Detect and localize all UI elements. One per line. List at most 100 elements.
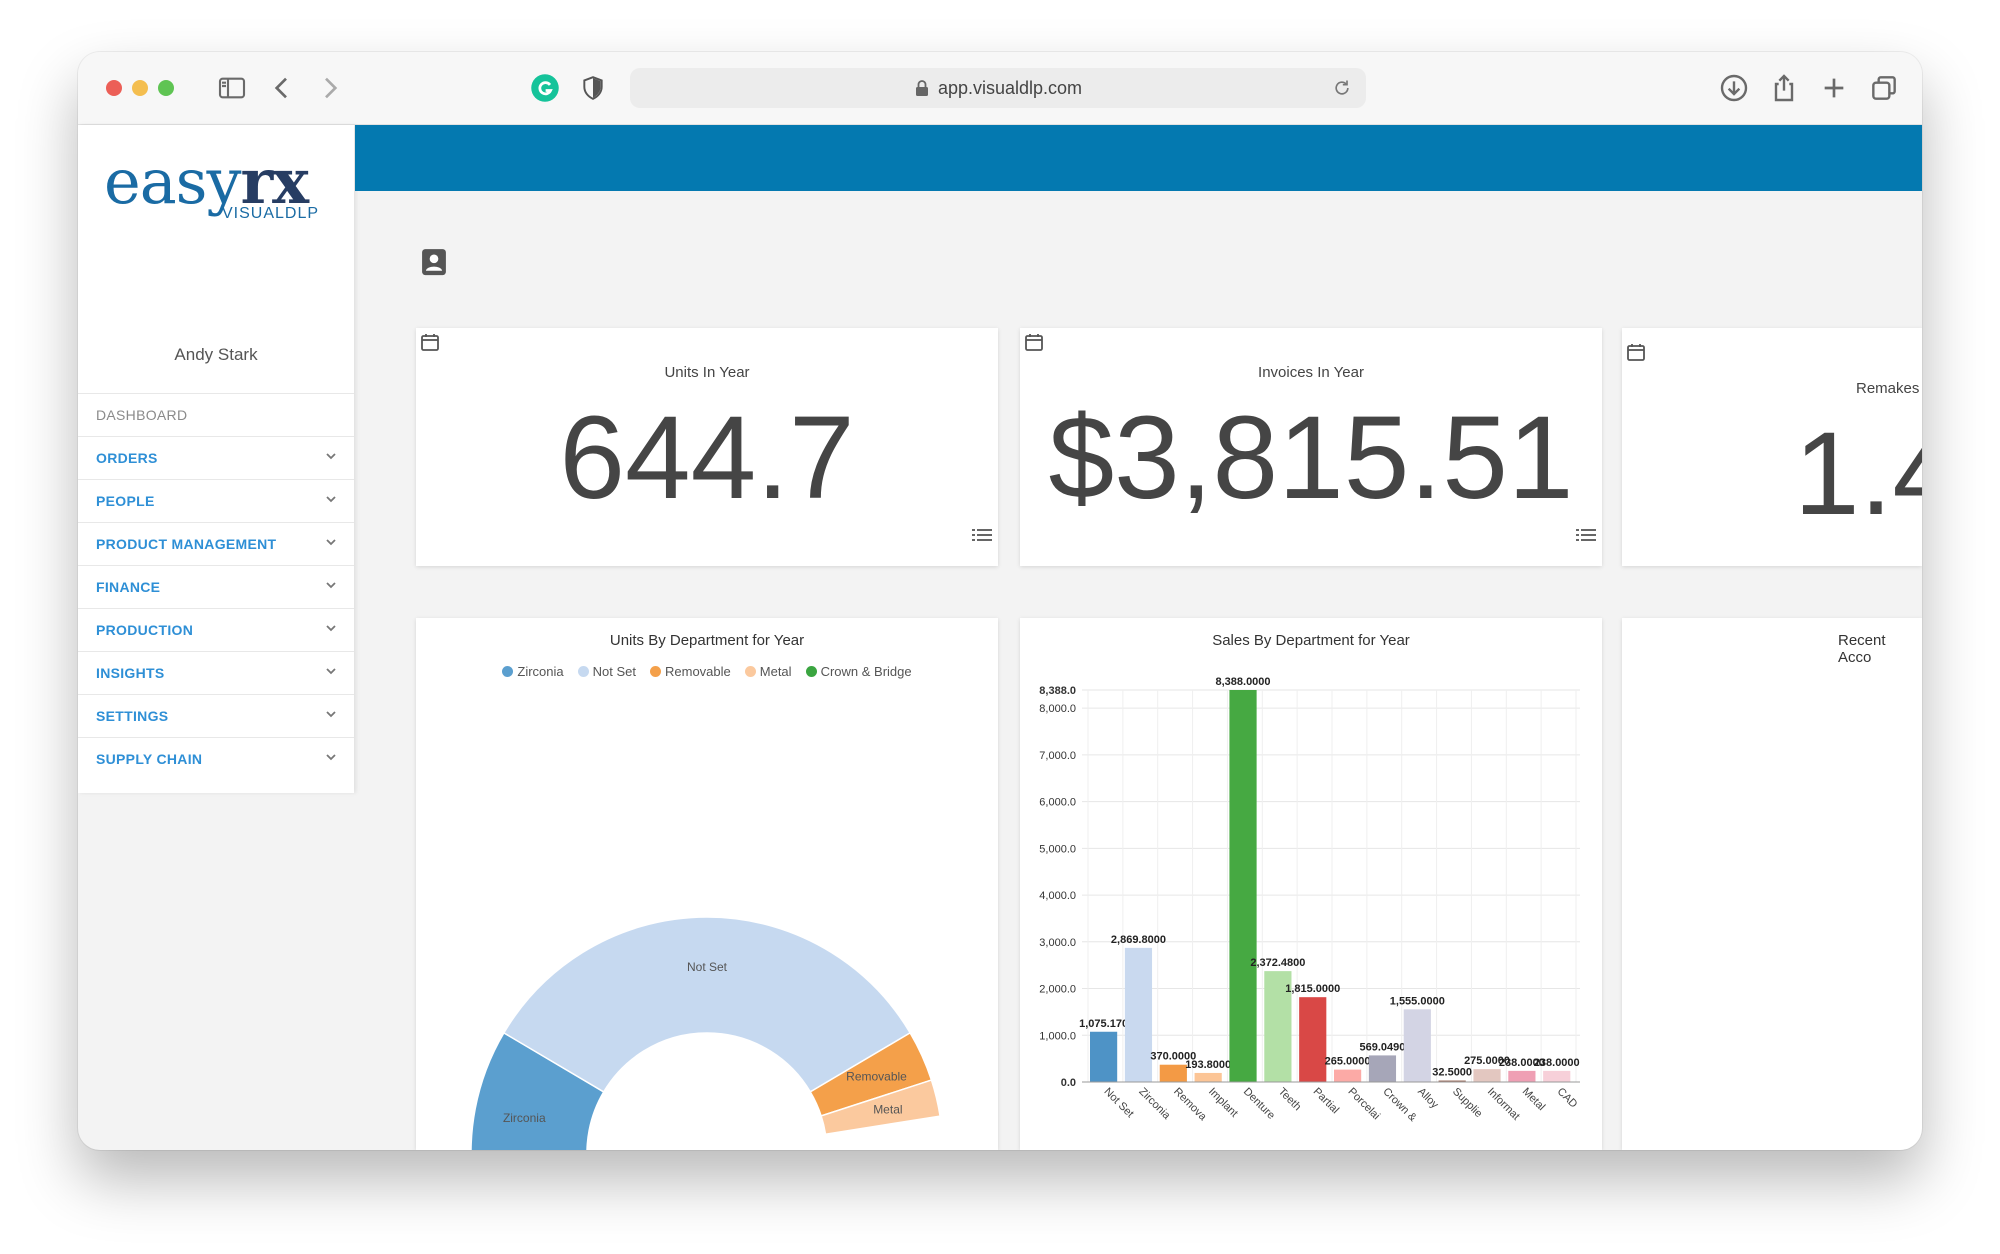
contact-card-icon[interactable] (421, 248, 447, 276)
sidebar-item-label: PRODUCTION (96, 622, 194, 638)
y-tick-label: 7,000.0 (1039, 750, 1076, 762)
bar (1159, 1064, 1187, 1082)
legend-swatch (805, 666, 817, 677)
chart-title: Sales By Department for Year (1212, 632, 1410, 649)
y-tick-label: 3,000.0 (1039, 937, 1076, 949)
tab-overview-icon[interactable] (1868, 72, 1900, 104)
privacy-shield-icon[interactable] (580, 75, 606, 101)
stat-value: 1.4 (1794, 408, 1922, 540)
chevron-down-icon (324, 664, 338, 678)
bar-value-label: 1,815.0000 (1285, 983, 1340, 995)
x-tick-label: Not Set (1101, 1086, 1135, 1120)
bar-value-label: 1,075.170 (1079, 1018, 1128, 1030)
address-bar[interactable]: app.visualdlp.com (630, 68, 1366, 108)
sidebar-item-people[interactable]: PEOPLE (78, 479, 354, 522)
sidebar-item-settings[interactable]: SETTINGS (78, 694, 354, 737)
pie-slice-label: Metal (873, 1103, 902, 1117)
logo-easy: easy (104, 145, 241, 218)
chevron-down-icon (324, 750, 338, 764)
bar-value-label: 238.0000 (1499, 1057, 1545, 1069)
y-tick-label: 4,000.0 (1039, 890, 1076, 902)
invoices-in-year-card[interactable]: Invoices In Year $3,815.51 (1020, 328, 1602, 566)
minimize-window-button[interactable] (132, 80, 148, 96)
maximize-window-button[interactable] (158, 80, 174, 96)
chevron-down-icon (324, 449, 338, 463)
sidebar: easyrx VISUALDLP Andy Stark DASHBOARD OR… (78, 125, 354, 793)
legend-label: Zirconia (517, 664, 564, 679)
sidebar-item-label: PRODUCT MANAGEMENT (96, 536, 277, 552)
sidebar-item-supply-chain[interactable]: SUPPLY CHAIN (78, 737, 354, 780)
remakes-card[interactable]: Remakes 1.4 (1622, 328, 1922, 566)
calendar-icon[interactable] (1024, 332, 1044, 352)
bar-value-label: 238.0000 (1534, 1057, 1580, 1069)
download-icon[interactable] (1718, 72, 1750, 104)
bar-value-label: 569.0490 (1360, 1041, 1406, 1053)
x-tick-label: CAD (1555, 1086, 1580, 1111)
bar-value-label: 2,869.8000 (1111, 934, 1166, 946)
logo-rx: rx (240, 145, 310, 218)
pie-slice (820, 1079, 941, 1136)
legend-swatch (744, 666, 756, 677)
legend-item[interactable]: Removable (650, 664, 731, 679)
close-window-button[interactable] (106, 80, 122, 96)
pie-slice (502, 916, 912, 1093)
sidebar-toggle-icon[interactable] (216, 72, 248, 104)
x-tick-label: Teeth (1276, 1086, 1304, 1114)
legend-swatch (502, 666, 514, 677)
sales-bar-chart: 0.0 1,000.0 2,000.0 3,000.0 4,000.0 5,000.0 6,… (1039, 676, 1580, 1125)
units-by-department-card: Units By Department for Year Zirconia Not… (416, 618, 998, 1150)
legend-item[interactable]: Crown & Bridge (805, 664, 912, 679)
app-header-bar (355, 125, 1922, 191)
sidebar-item-product-management[interactable]: PRODUCT MANAGEMENT (78, 522, 354, 565)
calendar-icon[interactable] (420, 332, 440, 352)
bar (1299, 997, 1327, 1082)
new-tab-icon[interactable] (1818, 72, 1850, 104)
bar (1334, 1069, 1362, 1082)
bar-value-label: 275.0000 (1464, 1055, 1510, 1067)
sidebar-item-insights[interactable]: INSIGHTS (78, 651, 354, 694)
calendar-icon[interactable] (1626, 342, 1646, 362)
y-tick-label: 6,000.0 (1039, 797, 1076, 809)
bar-value-label: 265.0000 (1325, 1056, 1371, 1068)
legend-swatch (577, 666, 589, 677)
sidebar-item-finance[interactable]: FINANCE (78, 565, 354, 608)
chevron-down-icon (324, 621, 338, 635)
stat-title: Units In Year (664, 364, 750, 381)
bar (1264, 971, 1292, 1082)
sidebar-item-orders[interactable]: ORDERS (78, 436, 354, 479)
legend-item[interactable]: Metal (744, 664, 792, 679)
legend-label: Crown & Bridge (820, 664, 912, 679)
reload-icon[interactable] (1332, 78, 1352, 98)
chevron-down-icon (324, 492, 338, 506)
x-tick-label: Partial (1311, 1086, 1342, 1117)
bar (1403, 1009, 1431, 1082)
chevron-down-icon (324, 535, 338, 549)
x-tick-label: Remova (1171, 1086, 1209, 1124)
sidebar-item-label: DASHBOARD (96, 407, 188, 423)
bar-value-label: 8,388.0000 (1215, 676, 1270, 688)
stat-title: Remakes (1856, 380, 1920, 397)
back-icon[interactable] (266, 72, 298, 104)
sidebar-item-label: SETTINGS (96, 708, 169, 724)
legend-label: Removable (665, 664, 731, 679)
bar (1229, 690, 1257, 1082)
legend-item[interactable]: Not Set (577, 664, 636, 679)
sidebar-item-production[interactable]: PRODUCTION (78, 608, 354, 651)
grammarly-extension-icon[interactable] (530, 73, 560, 103)
legend-swatch (650, 666, 661, 677)
list-icon[interactable] (1576, 528, 1596, 542)
recent-accounts-card: Recent Acco (1622, 618, 1922, 1150)
forward-icon[interactable] (314, 72, 346, 104)
list-icon[interactable] (972, 528, 992, 542)
legend-label: Not Set (592, 664, 636, 679)
share-icon[interactable] (1768, 72, 1800, 104)
sidebar-item-dashboard[interactable]: DASHBOARD (78, 393, 354, 436)
easyrx-logo[interactable]: easyrx VISUALDLP (104, 139, 344, 229)
browser-window: app.visualdlp.com easyrx VISUALDLP Andy … (78, 52, 1922, 1150)
y-tick-label: 0.0 (1061, 1077, 1076, 1089)
bar-value-label: 32.5000 (1432, 1066, 1472, 1078)
legend-item[interactable]: Zirconia (502, 664, 564, 679)
units-in-year-card[interactable]: Units In Year 644.7 (416, 328, 998, 566)
bar (1090, 1031, 1118, 1082)
x-tick-label: Crown & (1380, 1086, 1419, 1125)
